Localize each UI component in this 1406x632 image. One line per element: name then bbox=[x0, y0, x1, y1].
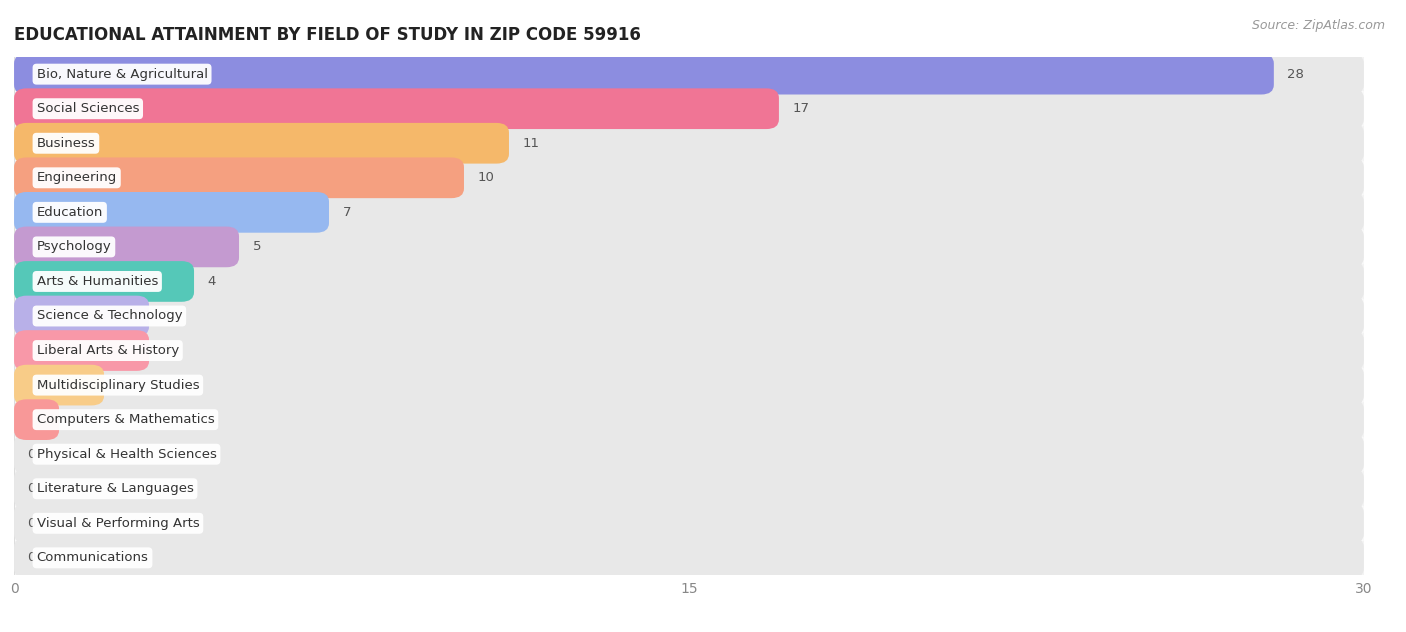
Bar bbox=[14, 506, 1364, 540]
Text: Multidisciplinary Studies: Multidisciplinary Studies bbox=[37, 379, 200, 392]
Text: 2: 2 bbox=[118, 379, 127, 392]
FancyBboxPatch shape bbox=[14, 468, 1364, 509]
Text: Communications: Communications bbox=[37, 551, 149, 564]
Bar bbox=[14, 299, 1364, 333]
FancyBboxPatch shape bbox=[14, 226, 1364, 267]
Bar bbox=[14, 92, 1364, 126]
Text: 4: 4 bbox=[208, 275, 217, 288]
Bar bbox=[14, 471, 1364, 506]
Text: Science & Technology: Science & Technology bbox=[37, 310, 183, 322]
Bar bbox=[14, 333, 1364, 368]
FancyBboxPatch shape bbox=[14, 399, 1364, 440]
FancyBboxPatch shape bbox=[14, 157, 464, 198]
Text: Education: Education bbox=[37, 206, 103, 219]
Bar bbox=[14, 229, 1364, 264]
FancyBboxPatch shape bbox=[14, 88, 779, 129]
Text: EDUCATIONAL ATTAINMENT BY FIELD OF STUDY IN ZIP CODE 59916: EDUCATIONAL ATTAINMENT BY FIELD OF STUDY… bbox=[14, 26, 641, 44]
Text: 0: 0 bbox=[28, 482, 37, 495]
Text: 5: 5 bbox=[253, 240, 262, 253]
Text: Arts & Humanities: Arts & Humanities bbox=[37, 275, 157, 288]
Text: 17: 17 bbox=[793, 102, 810, 115]
FancyBboxPatch shape bbox=[14, 261, 194, 302]
FancyBboxPatch shape bbox=[14, 54, 1364, 95]
Bar bbox=[14, 368, 1364, 403]
Text: 0: 0 bbox=[28, 551, 37, 564]
FancyBboxPatch shape bbox=[14, 365, 104, 406]
FancyBboxPatch shape bbox=[14, 157, 1364, 198]
FancyBboxPatch shape bbox=[14, 226, 239, 267]
Text: Psychology: Psychology bbox=[37, 240, 111, 253]
Text: 3: 3 bbox=[163, 310, 172, 322]
FancyBboxPatch shape bbox=[14, 88, 1364, 129]
Bar bbox=[14, 126, 1364, 161]
FancyBboxPatch shape bbox=[14, 503, 1364, 544]
FancyBboxPatch shape bbox=[14, 330, 1364, 371]
FancyBboxPatch shape bbox=[14, 54, 1274, 95]
Text: 0: 0 bbox=[28, 447, 37, 461]
Text: 1: 1 bbox=[73, 413, 82, 426]
Text: Source: ZipAtlas.com: Source: ZipAtlas.com bbox=[1251, 19, 1385, 32]
Text: 0: 0 bbox=[28, 517, 37, 530]
Bar bbox=[14, 264, 1364, 299]
Text: Engineering: Engineering bbox=[37, 171, 117, 185]
Bar bbox=[14, 161, 1364, 195]
FancyBboxPatch shape bbox=[14, 365, 1364, 406]
Text: 7: 7 bbox=[343, 206, 352, 219]
FancyBboxPatch shape bbox=[14, 434, 1364, 475]
Text: Computers & Mathematics: Computers & Mathematics bbox=[37, 413, 214, 426]
FancyBboxPatch shape bbox=[14, 399, 59, 440]
FancyBboxPatch shape bbox=[14, 123, 1364, 164]
Bar bbox=[14, 437, 1364, 471]
Bar bbox=[14, 540, 1364, 575]
Text: Business: Business bbox=[37, 137, 96, 150]
Bar bbox=[14, 403, 1364, 437]
Text: Visual & Performing Arts: Visual & Performing Arts bbox=[37, 517, 200, 530]
Text: Literature & Languages: Literature & Languages bbox=[37, 482, 194, 495]
Text: Social Sciences: Social Sciences bbox=[37, 102, 139, 115]
Text: 3: 3 bbox=[163, 344, 172, 357]
Text: Bio, Nature & Agricultural: Bio, Nature & Agricultural bbox=[37, 68, 208, 81]
Bar bbox=[14, 57, 1364, 92]
Text: 28: 28 bbox=[1288, 68, 1305, 81]
FancyBboxPatch shape bbox=[14, 330, 149, 371]
Bar bbox=[14, 195, 1364, 229]
Text: 10: 10 bbox=[478, 171, 495, 185]
Text: Liberal Arts & History: Liberal Arts & History bbox=[37, 344, 179, 357]
Text: Physical & Health Sciences: Physical & Health Sciences bbox=[37, 447, 217, 461]
FancyBboxPatch shape bbox=[14, 123, 509, 164]
FancyBboxPatch shape bbox=[14, 537, 1364, 578]
FancyBboxPatch shape bbox=[14, 296, 1364, 336]
Text: 11: 11 bbox=[523, 137, 540, 150]
FancyBboxPatch shape bbox=[14, 192, 329, 233]
FancyBboxPatch shape bbox=[14, 296, 149, 336]
FancyBboxPatch shape bbox=[14, 261, 1364, 302]
FancyBboxPatch shape bbox=[14, 192, 1364, 233]
